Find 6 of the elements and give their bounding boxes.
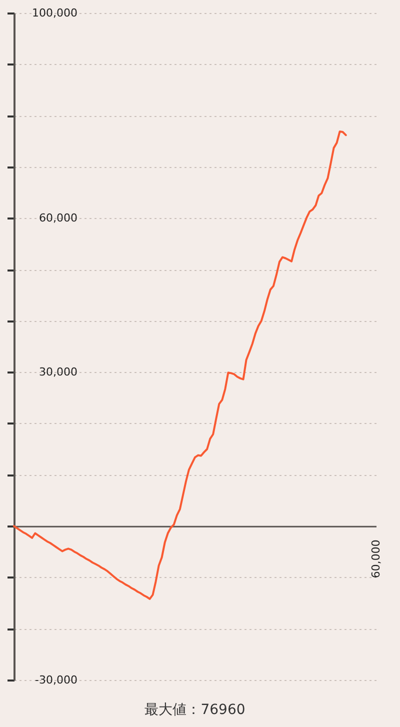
y-tick-label: -30,000 <box>35 674 78 686</box>
y-tick-label: 60,000 <box>39 212 78 225</box>
y-tick-label: 100,000 <box>32 6 78 20</box>
text: 最大値：76960 <box>144 702 246 718</box>
y-tick-label: 30,000 <box>39 366 78 379</box>
line-series <box>13 130 347 600</box>
